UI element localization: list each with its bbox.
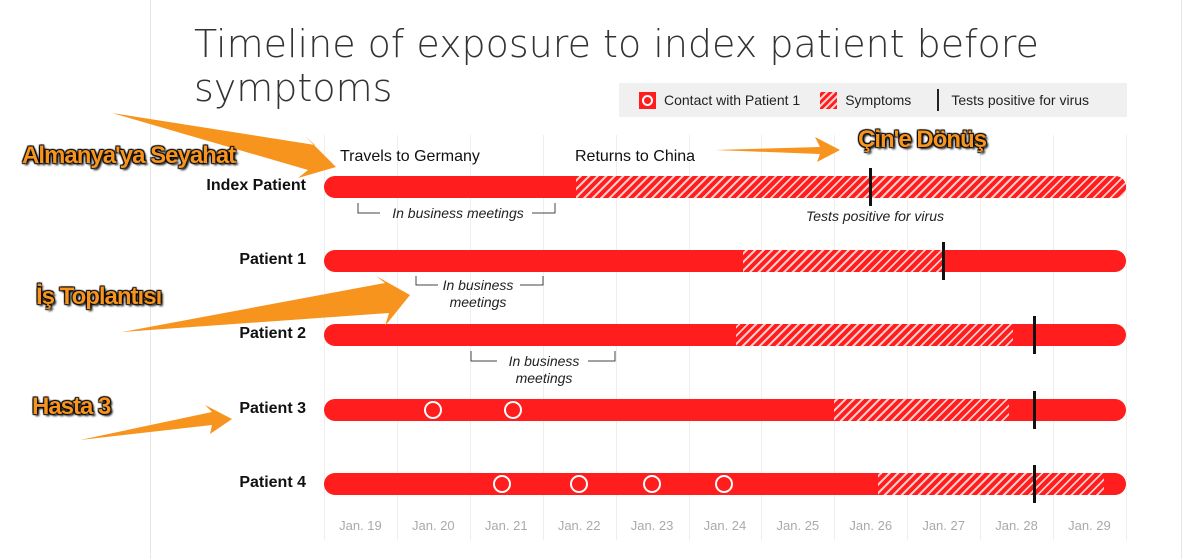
x-tick-label: Jan. 26 — [849, 518, 893, 533]
x-tick-label: Jan. 25 — [776, 518, 820, 533]
legend-symptoms: Symptoms — [845, 92, 912, 108]
bracket-index — [357, 203, 556, 214]
annotation-meetings-p1: In business meetings — [442, 277, 514, 310]
overlay-patient3: Hasta 3 — [32, 393, 111, 420]
timeline-bar — [324, 324, 1126, 346]
row-label: Index Patient — [206, 177, 306, 194]
symptoms-swatch-icon — [820, 91, 838, 109]
symptoms-segment — [878, 473, 1105, 495]
annotation-travels: Travels to Germany — [340, 148, 480, 165]
contact-marker-icon — [493, 474, 512, 493]
symptoms-segment — [735, 324, 1013, 346]
symptoms-segment — [743, 250, 944, 272]
contact-marker-icon — [504, 400, 523, 419]
overlay-germany: Almanya'ya Seyahat — [22, 142, 236, 169]
x-tick-label: Jan. 29 — [1068, 518, 1111, 533]
timeline-bar — [324, 176, 1126, 198]
bracket-p2 — [470, 351, 616, 362]
symptoms-segment — [834, 399, 1010, 421]
chart-title: Timeline of exposure to index patient be… — [194, 22, 1039, 110]
x-tick-label: Jan. 21 — [484, 518, 528, 533]
contact-marker-icon — [423, 400, 442, 419]
overlay-china: Çin'e Dönüş — [858, 126, 987, 153]
annotation-meetings-index: In business meetings — [392, 205, 524, 221]
row-label: Patient 4 — [239, 474, 306, 491]
test-positive-marker — [869, 168, 873, 206]
annotation-tests-positive: Tests positive for virus — [806, 208, 944, 224]
legend-contact: Contact with Patient 1 — [664, 92, 801, 108]
test-positive-marker — [1033, 316, 1037, 354]
arrow-germany-icon — [112, 113, 336, 178]
contact-marker-icon — [715, 474, 734, 493]
timeline-bar — [324, 250, 1126, 272]
bracket-p1 — [415, 276, 544, 286]
arrow-china-icon — [715, 137, 840, 162]
x-tick-label: Jan. 24 — [703, 518, 747, 533]
x-tick-label: Jan. 23 — [630, 518, 674, 533]
contact-marker-icon — [642, 474, 661, 493]
annotation-returns: Returns to China — [575, 148, 696, 165]
legend: Contact with Patient 1 Symptoms Tests po… — [619, 83, 1127, 117]
row-label: Patient 3 — [239, 400, 306, 417]
test-positive-marker — [942, 242, 946, 280]
x-tick-label: Jan. 27 — [922, 518, 965, 533]
symptoms-segment — [575, 176, 1126, 198]
contact-swatch-icon — [639, 91, 656, 109]
arrow-patient3-icon — [80, 405, 232, 440]
gridline — [1125, 135, 1127, 540]
x-tick-label: Jan. 28 — [995, 518, 1038, 533]
test-positive-marker — [1033, 391, 1037, 429]
overlay-meeting: İş Toplantısı — [36, 283, 162, 310]
test-line-icon — [937, 89, 940, 111]
page-frame — [150, 0, 1182, 559]
legend-test: Tests positive for virus — [951, 92, 1090, 108]
arrow-meeting-icon — [122, 276, 410, 332]
annotation-meetings-p2: In business meetings — [508, 353, 580, 386]
x-tick-label: Jan. 22 — [557, 518, 601, 533]
x-tick-label: Jan. 19 — [339, 518, 382, 533]
test-positive-marker — [1033, 465, 1037, 503]
row-label: Patient 1 — [239, 251, 306, 268]
x-tick-label: Jan. 20 — [412, 518, 455, 533]
timeline-bar — [324, 399, 1126, 421]
contact-marker-icon — [569, 474, 588, 493]
row-label: Patient 2 — [239, 325, 306, 342]
